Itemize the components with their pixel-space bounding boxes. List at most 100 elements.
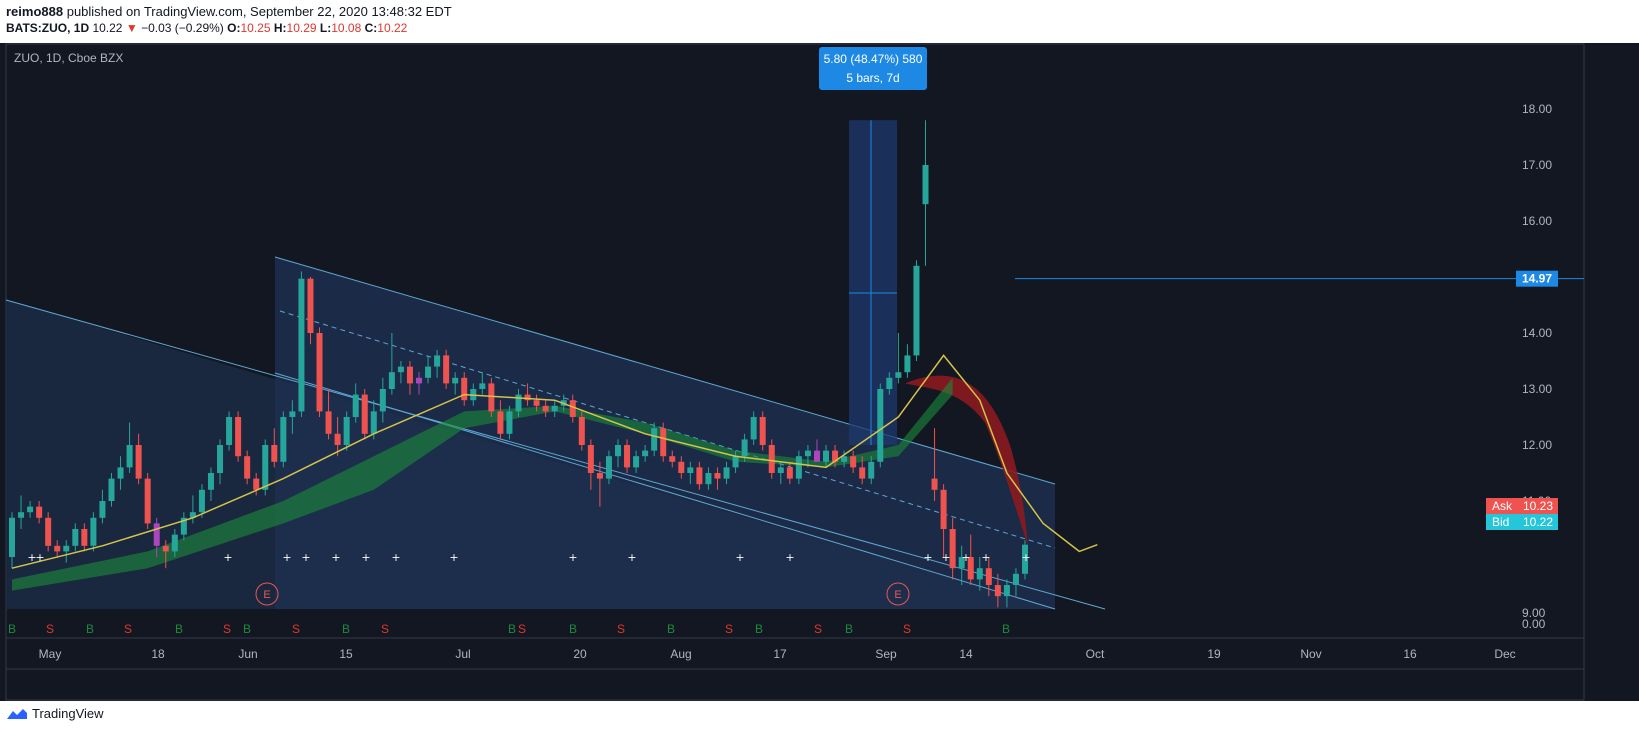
candle[interactable]	[63, 540, 70, 563]
candle[interactable]	[823, 445, 830, 468]
candle[interactable]	[813, 439, 820, 462]
candle[interactable]	[72, 523, 79, 552]
candle[interactable]	[596, 461, 603, 507]
candle[interactable]	[479, 372, 486, 395]
candle[interactable]	[515, 389, 522, 417]
candle[interactable]	[434, 349, 441, 378]
candle[interactable]	[379, 377, 386, 423]
candle[interactable]	[786, 461, 793, 485]
candle[interactable]	[153, 517, 160, 557]
candle[interactable]	[804, 445, 811, 468]
channel-line-outer[interactable]	[5, 299, 1106, 610]
candle[interactable]	[642, 445, 649, 462]
candle[interactable]	[36, 501, 43, 524]
candle[interactable]	[406, 361, 413, 395]
candle[interactable]	[985, 557, 992, 597]
candle[interactable]	[217, 439, 224, 485]
candle[interactable]	[488, 377, 495, 417]
candle[interactable]	[397, 361, 404, 384]
candle[interactable]	[904, 344, 911, 378]
candle[interactable]	[461, 372, 468, 406]
candle[interactable]	[9, 512, 15, 569]
candle[interactable]	[678, 456, 685, 479]
candle[interactable]	[868, 456, 875, 485]
candle[interactable]	[135, 433, 142, 485]
candle[interactable]	[859, 456, 866, 485]
candle[interactable]	[533, 394, 540, 412]
candle[interactable]	[669, 450, 676, 468]
candle[interactable]	[452, 372, 459, 395]
candle[interactable]	[542, 400, 549, 417]
candle[interactable]	[687, 461, 694, 485]
candle[interactable]	[289, 400, 296, 434]
candle[interactable]	[180, 512, 187, 541]
candle[interactable]	[732, 450, 739, 473]
candle[interactable]	[651, 422, 658, 457]
candle[interactable]	[967, 534, 974, 585]
candle[interactable]	[416, 372, 423, 395]
candle[interactable]	[361, 389, 368, 440]
candle[interactable]	[99, 489, 106, 524]
candle[interactable]	[126, 422, 133, 473]
candle[interactable]	[714, 467, 721, 490]
candle[interactable]	[81, 523, 88, 552]
measure-range-box[interactable]	[849, 120, 897, 445]
candle[interactable]	[633, 450, 640, 473]
candle[interactable]	[443, 349, 450, 389]
channel-mid-line[interactable]	[279, 310, 1056, 549]
candle[interactable]	[388, 333, 395, 395]
candle[interactable]	[524, 383, 531, 406]
candle[interactable]	[162, 540, 169, 569]
candle[interactable]	[370, 400, 377, 440]
candle[interactable]	[54, 540, 61, 557]
candle[interactable]	[334, 417, 341, 457]
candle[interactable]	[994, 573, 1001, 608]
candle[interactable]	[895, 333, 902, 384]
candle[interactable]	[551, 400, 558, 417]
candle[interactable]	[90, 512, 97, 552]
candle[interactable]	[624, 439, 631, 473]
candle[interactable]	[244, 450, 251, 485]
candle[interactable]	[235, 411, 242, 462]
candle[interactable]	[940, 484, 947, 557]
candle[interactable]	[117, 456, 124, 490]
candle[interactable]	[795, 450, 802, 485]
author[interactable]: reimo888	[6, 4, 64, 19]
candle[interactable]	[931, 428, 938, 501]
candle[interactable]	[696, 461, 703, 490]
candle[interactable]	[497, 400, 504, 440]
candle[interactable]	[45, 512, 52, 552]
candle[interactable]	[759, 411, 766, 451]
candle[interactable]	[298, 271, 305, 417]
candle[interactable]	[280, 411, 287, 468]
candle[interactable]	[958, 545, 965, 585]
candle[interactable]	[605, 450, 612, 485]
candle[interactable]	[18, 495, 25, 529]
candle[interactable]	[1012, 568, 1019, 597]
candle[interactable]	[171, 529, 178, 557]
candle[interactable]	[850, 450, 857, 473]
candle[interactable]	[569, 394, 576, 423]
candle[interactable]	[1022, 540, 1028, 580]
candle[interactable]	[877, 383, 884, 468]
candle[interactable]	[506, 405, 513, 440]
candle[interactable]	[1003, 579, 1010, 608]
candle[interactable]	[750, 411, 757, 445]
candle[interactable]	[587, 439, 594, 490]
footer-brand[interactable]: TradingView	[32, 706, 104, 721]
candle[interactable]	[253, 473, 260, 496]
candle[interactable]	[198, 484, 205, 518]
candle[interactable]	[832, 445, 839, 468]
candle[interactable]	[768, 439, 775, 479]
candle[interactable]	[660, 422, 667, 462]
candle[interactable]	[325, 389, 332, 440]
channel-bottom-line[interactable]	[274, 372, 1056, 610]
candle[interactable]	[841, 450, 848, 468]
candle[interactable]	[352, 383, 359, 423]
candle[interactable]	[108, 473, 115, 507]
candle[interactable]	[777, 461, 784, 485]
candle[interactable]	[189, 495, 196, 524]
candle[interactable]	[207, 467, 214, 501]
candle[interactable]	[343, 411, 350, 451]
candle[interactable]	[425, 355, 432, 384]
